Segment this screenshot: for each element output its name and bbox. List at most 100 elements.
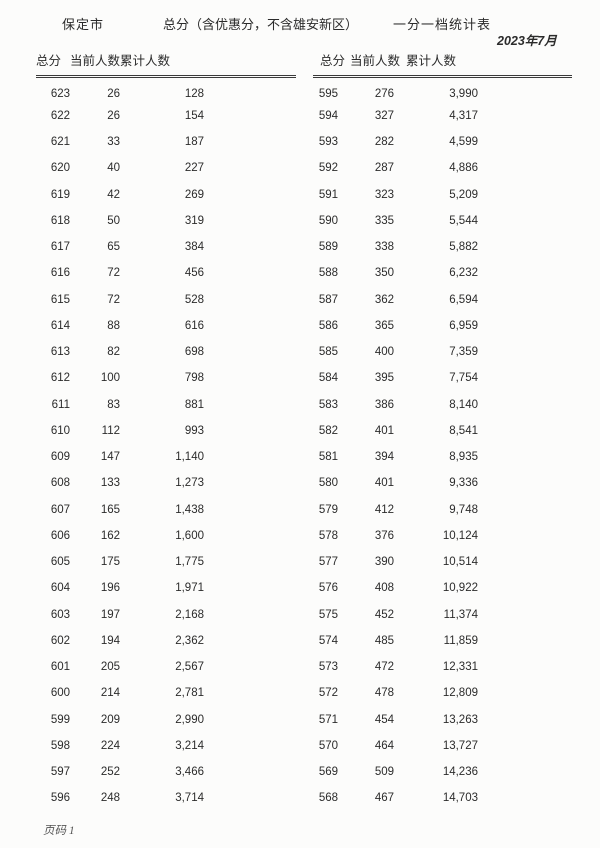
score-cell: 602 bbox=[50, 634, 70, 647]
cumulative-count-cell: 1,140 bbox=[175, 451, 204, 464]
filler-cell bbox=[204, 707, 296, 733]
table-row: 620 40 227 bbox=[36, 155, 296, 181]
column-header-cumulative-count: 累计人数 bbox=[120, 50, 204, 78]
score-scope-label: 总分（含优惠分，不含雄安新区） bbox=[163, 17, 359, 32]
filler-cell bbox=[478, 392, 572, 418]
score-cell: 586 bbox=[318, 319, 338, 332]
filler-cell bbox=[478, 365, 572, 391]
current-count-cell: 464 bbox=[374, 739, 394, 752]
score-cell: 622 bbox=[50, 109, 70, 122]
filler-cell bbox=[478, 77, 572, 103]
column-header-cumulative-count: 累计人数 bbox=[394, 50, 478, 78]
region-label: 保定市 bbox=[62, 17, 105, 32]
current-count-cell: 88 bbox=[107, 319, 120, 332]
filler-cell bbox=[204, 444, 296, 470]
filler-cell bbox=[478, 759, 572, 785]
score-cell: 618 bbox=[50, 214, 70, 227]
table-row: 603 197 2,168 bbox=[36, 602, 296, 628]
cumulative-count-cell: 4,317 bbox=[449, 109, 478, 122]
filler-cell bbox=[204, 602, 296, 628]
current-count-cell: 196 bbox=[100, 582, 120, 595]
score-cell: 592 bbox=[318, 162, 338, 175]
filler-cell bbox=[478, 155, 572, 181]
cumulative-count-cell: 14,703 bbox=[442, 792, 478, 805]
cumulative-count-cell: 13,263 bbox=[442, 713, 478, 726]
table-row: 582 401 8,541 bbox=[313, 418, 572, 444]
table-row: 612 100 798 bbox=[36, 365, 296, 391]
current-count-cell: 335 bbox=[374, 214, 394, 227]
filler-cell bbox=[204, 155, 296, 181]
filler-cell bbox=[478, 785, 572, 811]
score-cell: 607 bbox=[50, 503, 70, 516]
current-count-cell: 165 bbox=[100, 503, 120, 516]
filler-cell bbox=[204, 628, 296, 654]
cumulative-count-cell: 7,359 bbox=[449, 346, 478, 359]
cumulative-count-cell: 384 bbox=[184, 241, 204, 254]
current-count-cell: 452 bbox=[374, 608, 394, 621]
cumulative-count-cell: 8,140 bbox=[449, 398, 478, 411]
current-count-cell: 112 bbox=[101, 424, 120, 437]
table-row: 596 248 3,714 bbox=[36, 785, 296, 811]
current-count-cell: 162 bbox=[100, 529, 120, 542]
table-row: 602 194 2,362 bbox=[36, 628, 296, 654]
page-number-label: 页码 1 bbox=[43, 825, 75, 837]
score-cell: 583 bbox=[318, 398, 338, 411]
score-cell: 621 bbox=[50, 136, 70, 149]
current-count-cell: 327 bbox=[374, 109, 394, 122]
score-cell: 606 bbox=[50, 529, 70, 542]
table-row: 601 205 2,567 bbox=[36, 654, 296, 680]
cumulative-count-cell: 798 bbox=[184, 372, 204, 385]
filler-cell bbox=[204, 77, 296, 103]
table-row: 591 323 5,209 bbox=[313, 182, 572, 208]
current-count-cell: 454 bbox=[374, 713, 394, 726]
cumulative-count-cell: 4,599 bbox=[449, 136, 478, 149]
table-row: 623 26 128 bbox=[36, 77, 296, 103]
cumulative-count-cell: 2,781 bbox=[175, 687, 204, 700]
score-cell: 614 bbox=[50, 319, 70, 332]
score-cell: 595 bbox=[318, 87, 338, 100]
filler-cell bbox=[478, 628, 572, 654]
current-count-cell: 390 bbox=[374, 556, 394, 569]
filler-cell bbox=[204, 680, 296, 706]
cumulative-count-cell: 3,714 bbox=[175, 792, 204, 805]
score-cell: 609 bbox=[50, 451, 70, 464]
table-row: 577 390 10,514 bbox=[313, 549, 572, 575]
cumulative-count-cell: 2,168 bbox=[175, 608, 204, 621]
filler-cell bbox=[204, 418, 296, 444]
filler-cell bbox=[204, 759, 296, 785]
current-count-cell: 408 bbox=[374, 582, 394, 595]
table-row: 575 452 11,374 bbox=[313, 602, 572, 628]
cumulative-count-cell: 11,374 bbox=[443, 608, 478, 621]
table-row: 592 287 4,886 bbox=[313, 155, 572, 181]
cumulative-count-cell: 881 bbox=[184, 398, 204, 411]
table-row: 581 394 8,935 bbox=[313, 444, 572, 470]
score-cell: 604 bbox=[50, 582, 70, 595]
filler-cell bbox=[478, 182, 572, 208]
current-count-cell: 323 bbox=[374, 188, 394, 201]
cumulative-count-cell: 1,273 bbox=[175, 477, 204, 490]
cumulative-count-cell: 5,882 bbox=[449, 241, 478, 254]
table-row: 613 82 698 bbox=[36, 339, 296, 365]
cumulative-count-cell: 1,775 bbox=[175, 556, 204, 569]
current-count-cell: 376 bbox=[374, 529, 394, 542]
table-row: 610 112 993 bbox=[36, 418, 296, 444]
score-cell: 576 bbox=[318, 582, 338, 595]
current-count-cell: 209 bbox=[100, 713, 120, 726]
cumulative-count-cell: 616 bbox=[184, 319, 204, 332]
current-count-cell: 252 bbox=[100, 766, 120, 779]
cumulative-count-cell: 1,438 bbox=[175, 503, 204, 516]
filler-cell bbox=[478, 103, 572, 129]
filler-cell bbox=[204, 523, 296, 549]
filler-cell bbox=[204, 392, 296, 418]
score-cell: 571 bbox=[318, 713, 338, 726]
filler-cell bbox=[204, 575, 296, 601]
table-row: 576 408 10,922 bbox=[313, 575, 572, 601]
cumulative-count-cell: 8,935 bbox=[449, 451, 478, 464]
score-cell: 588 bbox=[318, 267, 338, 280]
cumulative-count-cell: 698 bbox=[184, 346, 204, 359]
table-row: 578 376 10,124 bbox=[313, 523, 572, 549]
current-count-cell: 42 bbox=[107, 188, 120, 201]
current-count-cell: 72 bbox=[107, 267, 120, 280]
table-row: 574 485 11,859 bbox=[313, 628, 572, 654]
